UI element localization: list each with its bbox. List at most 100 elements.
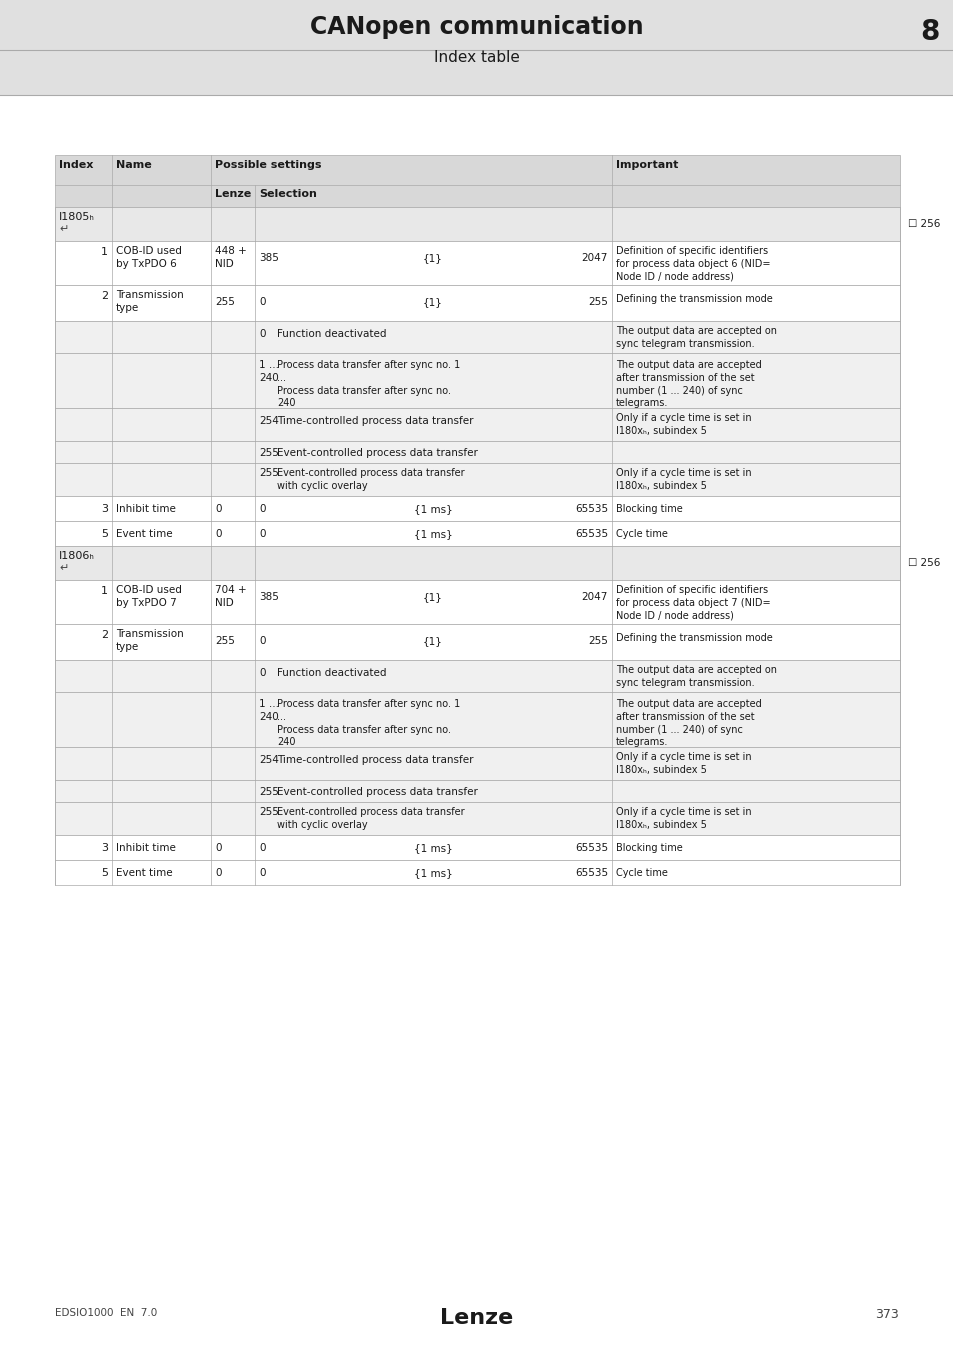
Bar [55,836,899,860]
Bar [55,802,899,836]
Text: Process data transfer after sync no. 1
...
Process data transfer after sync no.
: Process data transfer after sync no. 1 .… [276,360,459,409]
Text: 448 +
NID: 448 + NID [214,246,247,269]
Text: 255: 255 [214,297,234,306]
Text: 1 ...
240: 1 ... 240 [258,699,278,722]
Text: Event-controlled process data transfer: Event-controlled process data transfer [276,787,477,796]
Bar [55,408,899,441]
Text: Blocking time: Blocking time [616,842,682,853]
Text: 255: 255 [258,448,278,458]
Text: Function deactivated: Function deactivated [276,668,386,678]
Text: ☐ 256: ☐ 256 [907,219,940,230]
Bar [55,352,899,408]
Text: 2: 2 [101,292,108,301]
Text: 373: 373 [874,1308,898,1322]
Text: Function deactivated: Function deactivated [276,329,386,339]
Text: {1}: {1} [422,593,442,602]
Bar [55,693,899,747]
Text: Time-controlled process data transfer: Time-controlled process data transfer [276,416,473,427]
Text: 0: 0 [214,868,221,878]
Text: The output data are accepted
after transmission of the set
number (1 ... 240) of: The output data are accepted after trans… [616,360,760,409]
Text: 0: 0 [258,329,265,339]
Bar [55,285,899,321]
Text: Event-controlled process data transfer
with cyclic overlay: Event-controlled process data transfer w… [276,468,464,491]
Text: Index: Index [59,161,93,170]
Text: 2047: 2047 [581,252,607,263]
Text: 0: 0 [258,529,265,539]
Text: 704 +
NID: 704 + NID [214,585,247,609]
Text: 5: 5 [101,529,108,539]
Text: Inhibit time: Inhibit time [116,842,175,853]
Text: 254: 254 [258,755,278,765]
Text: The output data are accepted on
sync telegram transmission.: The output data are accepted on sync tel… [616,666,776,687]
Text: 0: 0 [258,868,265,878]
Text: 0: 0 [214,842,221,853]
Text: Only if a cycle time is set in
I180xₕ, subindex 5: Only if a cycle time is set in I180xₕ, s… [616,468,751,491]
Text: Inhibit time: Inhibit time [116,504,175,514]
Text: EDSIO1000  EN  7.0: EDSIO1000 EN 7.0 [55,1308,157,1318]
Text: 385: 385 [258,593,278,602]
Text: 255: 255 [258,787,278,796]
Text: ☐ 256: ☐ 256 [907,558,940,568]
Bar [55,495,899,521]
Text: 255: 255 [258,468,278,478]
Text: {1 ms}: {1 ms} [414,529,452,539]
Text: Only if a cycle time is set in
I180xₕ, subindex 5: Only if a cycle time is set in I180xₕ, s… [616,807,751,830]
Text: Defining the transmission mode: Defining the transmission mode [616,633,772,643]
Text: CANopen communication: CANopen communication [310,15,643,39]
Bar [55,242,899,285]
Text: 5: 5 [101,868,108,878]
Text: The output data are accepted
after transmission of the set
number (1 ... 240) of: The output data are accepted after trans… [616,699,760,748]
Bar [55,441,899,463]
Bar [55,660,899,693]
Text: 1 ...
240: 1 ... 240 [258,360,278,383]
Text: Index table: Index table [434,50,519,65]
Text: 0: 0 [258,297,265,306]
Text: 65535: 65535 [575,842,607,853]
Text: Event time: Event time [116,529,172,539]
Text: Important: Important [616,161,678,170]
Text: Only if a cycle time is set in
I180xₕ, subindex 5: Only if a cycle time is set in I180xₕ, s… [616,752,751,775]
Text: 65535: 65535 [575,529,607,539]
Text: 255: 255 [587,636,607,647]
Text: COB-ID used
by TxPDO 7: COB-ID used by TxPDO 7 [116,585,182,609]
Text: 8: 8 [920,18,939,46]
Text: 0: 0 [258,636,265,647]
Text: 0: 0 [258,842,265,853]
Text: {1 ms}: {1 ms} [414,868,452,878]
Text: Time-controlled process data transfer: Time-controlled process data transfer [276,755,473,765]
Text: Lenze: Lenze [440,1308,513,1328]
Bar [55,155,899,207]
Bar [55,624,899,660]
Text: 3: 3 [101,842,108,853]
Text: Only if a cycle time is set in
I180xₕ, subindex 5: Only if a cycle time is set in I180xₕ, s… [616,413,751,436]
Bar [55,580,899,624]
Bar [0,0,953,95]
Text: 1: 1 [101,586,108,595]
Text: I1806ₕ: I1806ₕ [59,551,94,562]
Text: COB-ID used
by TxPDO 6: COB-ID used by TxPDO 6 [116,246,182,269]
Text: 254: 254 [258,416,278,427]
Text: Event-controlled process data transfer
with cyclic overlay: Event-controlled process data transfer w… [276,807,464,830]
Bar [55,747,899,780]
Text: 2: 2 [101,630,108,640]
Bar [55,545,899,580]
Text: {1}: {1} [422,297,442,306]
Text: Transmission
type: Transmission type [116,629,184,652]
Bar [55,780,899,802]
Text: Defining the transmission mode: Defining the transmission mode [616,294,772,304]
Text: ↵: ↵ [59,224,69,234]
Bar [55,463,899,495]
Text: Definition of specific identifiers
for process data object 7 (NID=
Node ID / nod: Definition of specific identifiers for p… [616,585,770,621]
Text: 255: 255 [587,297,607,306]
Text: Cycle time: Cycle time [616,529,667,539]
Text: 65535: 65535 [575,504,607,514]
Text: 385: 385 [258,252,278,263]
Text: I1805ₕ: I1805ₕ [59,212,94,221]
Text: 255: 255 [214,636,234,647]
Text: 0: 0 [258,504,265,514]
Text: 3: 3 [101,504,108,514]
Bar [55,860,899,886]
Text: Transmission
type: Transmission type [116,290,184,313]
Text: Process data transfer after sync no. 1
...
Process data transfer after sync no.
: Process data transfer after sync no. 1 .… [276,699,459,748]
Bar [55,521,899,545]
